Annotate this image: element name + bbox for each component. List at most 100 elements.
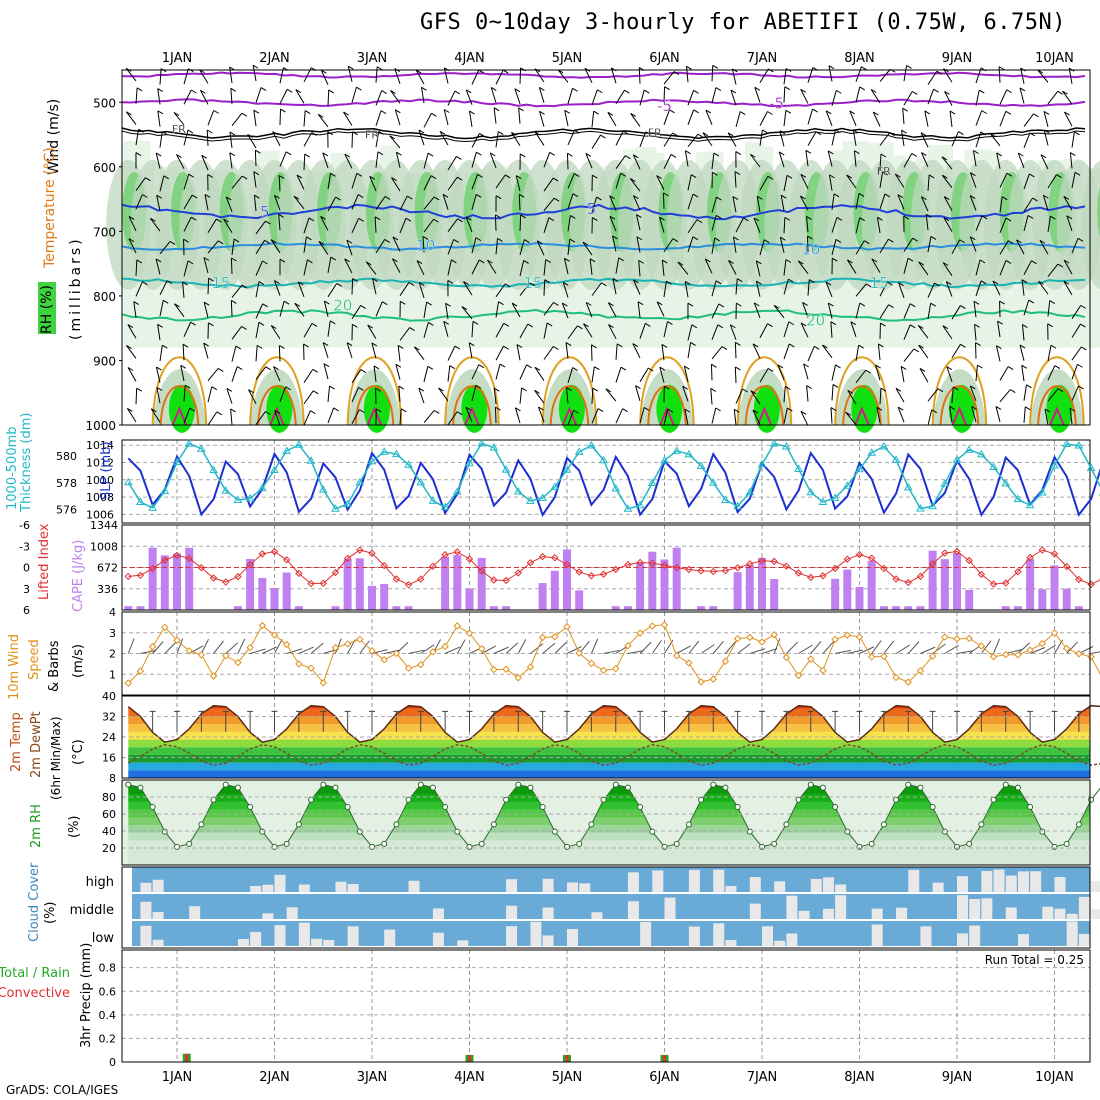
wind10m-barb-77 [1066, 641, 1078, 654]
barb-staff [150, 408, 161, 423]
cape-bar-14 [294, 606, 303, 610]
cape-bar-27 [453, 555, 462, 610]
contour-label-5: FR [877, 165, 891, 178]
li-marker-68 [953, 547, 961, 556]
barb-staff [927, 303, 932, 320]
barb-staff [173, 112, 185, 126]
barb-staff [278, 345, 281, 362]
barb-flag [859, 217, 865, 222]
barb-flag [637, 301, 644, 306]
barb-flag [949, 406, 955, 410]
barb-staff [567, 239, 571, 256]
barb-staff [346, 239, 353, 256]
barb-flag [697, 133, 704, 138]
barb-flag [405, 217, 412, 222]
ylabel-wind: Wind (m/s) [46, 99, 62, 175]
barb-staff [779, 130, 785, 147]
wind10m-barb-62 [883, 640, 895, 654]
freezing-line [121, 127, 1086, 140]
cloud-bar-0-31 [506, 879, 518, 892]
barb-staff [1021, 324, 1025, 341]
barb-staff [999, 240, 1009, 255]
barb-staff [927, 409, 933, 426]
wind10m-barb-32 [517, 639, 527, 654]
barb-flag [620, 172, 626, 177]
cape-bar-62 [879, 606, 888, 610]
barb-flag [382, 301, 388, 306]
barb-flag [529, 282, 536, 287]
barb-staff [684, 150, 689, 167]
barb-flag [231, 299, 237, 304]
barb-flag [567, 152, 573, 157]
cape-bar-53 [770, 579, 779, 610]
barb-flag [241, 326, 247, 330]
barb-staff [255, 220, 266, 235]
rh2m-marker-68 [954, 843, 960, 850]
barb-staff [351, 278, 354, 295]
temp-band-3 [128, 747, 1090, 755]
barb-flag [465, 89, 472, 94]
barb-staff [728, 260, 737, 275]
profile-ytick-1000: 1000 [85, 419, 116, 433]
cloud-bar-1-75 [1042, 906, 1054, 919]
barb-staff [876, 407, 881, 424]
barb-flag [135, 152, 142, 157]
cloud-bar-1-44 [664, 897, 676, 919]
barb-staff [894, 173, 905, 188]
barb-staff [807, 236, 809, 253]
barb-staff [635, 385, 641, 402]
barb-flag [882, 171, 888, 176]
barb-staff [255, 240, 265, 255]
barb-flag [778, 151, 785, 156]
barb-staff [447, 176, 458, 191]
li-marker-79 [1087, 580, 1095, 589]
barb-flag [397, 344, 404, 349]
barb-flag [830, 407, 837, 412]
barb-staff [128, 238, 137, 254]
barb-flag [408, 282, 415, 286]
barb-staff [351, 305, 362, 320]
barb-flag [815, 131, 822, 136]
barb-staff [367, 324, 377, 340]
barb-flag [884, 193, 891, 198]
barb-flag [684, 365, 690, 370]
barb-flag [969, 195, 976, 199]
wind10m-barb-59 [847, 649, 864, 654]
barb-staff [207, 278, 210, 295]
barb-staff [514, 407, 521, 424]
rh2m-marker-56 [807, 781, 814, 788]
barb-staff [903, 65, 908, 82]
barb-flag [876, 406, 883, 411]
barb-staff [293, 195, 305, 210]
barb-flag [847, 389, 854, 394]
barb-flag [201, 154, 207, 159]
barb-staff [663, 238, 674, 253]
barb-staff [303, 390, 314, 405]
barb-flag [553, 346, 559, 350]
isotherm-25-loop-7.5 [931, 356, 988, 426]
rh2m-marker-54 [783, 821, 790, 828]
barb-staff [127, 324, 137, 339]
barb-flag [502, 69, 509, 74]
barb-staff [278, 214, 281, 231]
barb-flag [608, 324, 614, 328]
barb-staff [155, 366, 161, 383]
barb-staff [800, 174, 809, 189]
barb-staff [207, 386, 213, 403]
li-marker-38 [587, 572, 596, 580]
barb-flag [784, 86, 791, 91]
barb-flag [327, 131, 334, 136]
barb-staff [465, 407, 473, 423]
barb-staff [327, 173, 332, 190]
contour-label-12: 15 [869, 274, 888, 292]
barb-staff [471, 152, 477, 168]
wind10m-marker-73 [1014, 651, 1022, 659]
barb-flag [812, 108, 818, 113]
rh-band-5 [128, 802, 1090, 810]
thickness-marker-35 [550, 482, 560, 490]
barb-staff [495, 69, 504, 85]
barb-flag [189, 407, 195, 412]
barb-staff [783, 343, 790, 360]
rh2m-marker-8 [222, 781, 229, 788]
barb-flag [663, 192, 669, 197]
